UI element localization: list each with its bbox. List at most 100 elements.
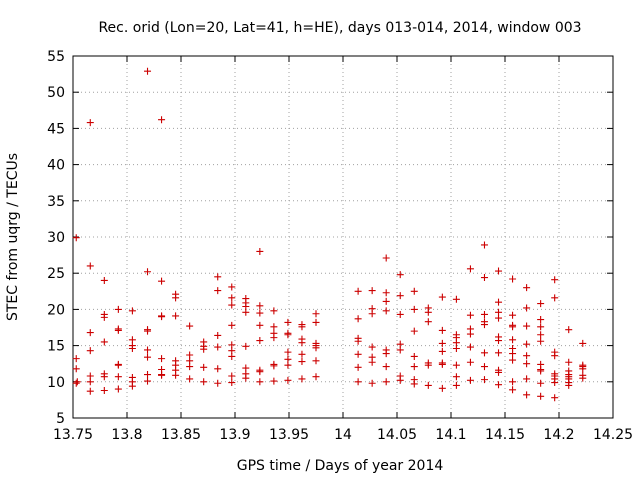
data-point-marker: [158, 371, 166, 379]
data-point-marker: [410, 352, 418, 360]
data-point-marker: [509, 311, 517, 319]
data-point-marker: [410, 327, 418, 335]
data-point-marker: [228, 372, 236, 380]
x-tick-label: 13.75: [53, 427, 93, 443]
data-point-marker: [410, 287, 418, 295]
data-point-marker: [382, 378, 390, 386]
data-point-marker: [228, 283, 236, 291]
data-point-marker: [438, 339, 446, 347]
data-point-marker: [551, 294, 559, 302]
data-point-marker: [86, 262, 94, 270]
data-point-marker: [537, 331, 545, 339]
data-point-marker: [523, 391, 531, 399]
data-point-marker: [256, 368, 264, 376]
data-point-marker: [410, 305, 418, 313]
data-point-marker: [158, 277, 166, 285]
data-point-marker: [523, 375, 531, 383]
data-point-marker: [100, 373, 108, 381]
data-point-marker: [509, 350, 517, 358]
data-point-marker: [424, 381, 432, 389]
chart-title: Rec. orid (Lon=20, Lat=41, h=HE), days 0…: [98, 20, 581, 36]
y-tick-label: 25: [47, 266, 65, 282]
data-point-marker: [86, 378, 94, 386]
data-point-marker: [438, 293, 446, 301]
x-tick-label: 14.05: [377, 427, 417, 443]
data-point-marker: [466, 343, 474, 351]
data-point-marker: [228, 294, 236, 302]
data-point-marker: [579, 339, 587, 347]
data-point-marker: [551, 276, 559, 284]
data-point-marker: [466, 311, 474, 319]
data-point-marker: [200, 363, 208, 371]
data-point-marker: [100, 386, 108, 394]
x-tick-label: 13.95: [269, 427, 309, 443]
data-point-marker: [438, 347, 446, 355]
data-point-marker: [256, 337, 264, 345]
data-point-marker: [382, 289, 390, 297]
data-point-marker: [186, 375, 194, 383]
data-point-marker: [495, 298, 503, 306]
data-point-marker: [424, 318, 432, 326]
data-point-marker: [565, 381, 573, 389]
data-point-marker: [298, 375, 306, 383]
data-point-marker: [270, 334, 278, 342]
data-point-marker: [284, 361, 292, 369]
data-point-marker: [579, 374, 587, 382]
data-point-marker: [158, 313, 166, 321]
data-point-marker: [186, 363, 194, 371]
data-point-marker: [523, 284, 531, 292]
data-point-marker: [509, 386, 517, 394]
data-point-marker: [368, 343, 376, 351]
x-tick-label: 14: [334, 427, 352, 443]
data-point-marker: [396, 292, 404, 300]
data-point-marker: [466, 358, 474, 366]
data-point-marker: [312, 357, 320, 365]
data-point-marker: [354, 287, 362, 295]
data-point-marker: [144, 67, 152, 75]
data-point-marker: [523, 304, 531, 312]
data-point-marker: [382, 350, 390, 358]
data-point-marker: [354, 378, 362, 386]
data-point-marker: [242, 308, 250, 316]
data-point-marker: [114, 326, 122, 334]
data-point-marker: [452, 381, 460, 389]
data-point-marker: [256, 321, 264, 329]
y-axis-label: STEC from uqrg / TECUs: [5, 153, 21, 321]
data-point-marker: [495, 337, 503, 345]
data-point-marker: [100, 338, 108, 346]
data-point-marker: [270, 362, 278, 370]
data-point-marker: [523, 352, 531, 360]
data-point-marker: [368, 358, 376, 366]
data-point-marker: [509, 323, 517, 331]
data-point-marker: [480, 241, 488, 249]
data-point-marker: [186, 322, 194, 330]
data-point-marker: [114, 305, 122, 313]
data-point-marker: [256, 378, 264, 386]
data-point-marker: [452, 361, 460, 369]
data-point-marker: [438, 384, 446, 392]
data-point-marker: [128, 307, 136, 315]
data-point-marker: [495, 267, 503, 275]
data-point-marker: [298, 323, 306, 331]
data-point-marker: [523, 340, 531, 348]
data-point-marker: [172, 371, 180, 379]
y-axis-tick-labels: 5 10 15 20 25 30 35 40 45 50 55: [47, 49, 65, 427]
data-point-marker: [86, 329, 94, 337]
data-point-marker: [312, 310, 320, 318]
data-point-marker: [172, 312, 180, 320]
data-point-marker: [228, 301, 236, 309]
data-point-marker: [452, 344, 460, 352]
data-point-marker: [495, 349, 503, 357]
axis-ticks: [72, 55, 614, 419]
data-point-marker: [537, 300, 545, 308]
data-point-marker: [368, 379, 376, 387]
x-tick-label: 14.15: [485, 427, 525, 443]
data-point-marker: [158, 355, 166, 363]
data-point-marker: [537, 392, 545, 400]
data-point-marker: [565, 326, 573, 334]
data-point-marker: [214, 379, 222, 387]
data-point-marker: [298, 339, 306, 347]
data-point-marker: [480, 274, 488, 282]
x-tick-label: 14.25: [593, 427, 633, 443]
